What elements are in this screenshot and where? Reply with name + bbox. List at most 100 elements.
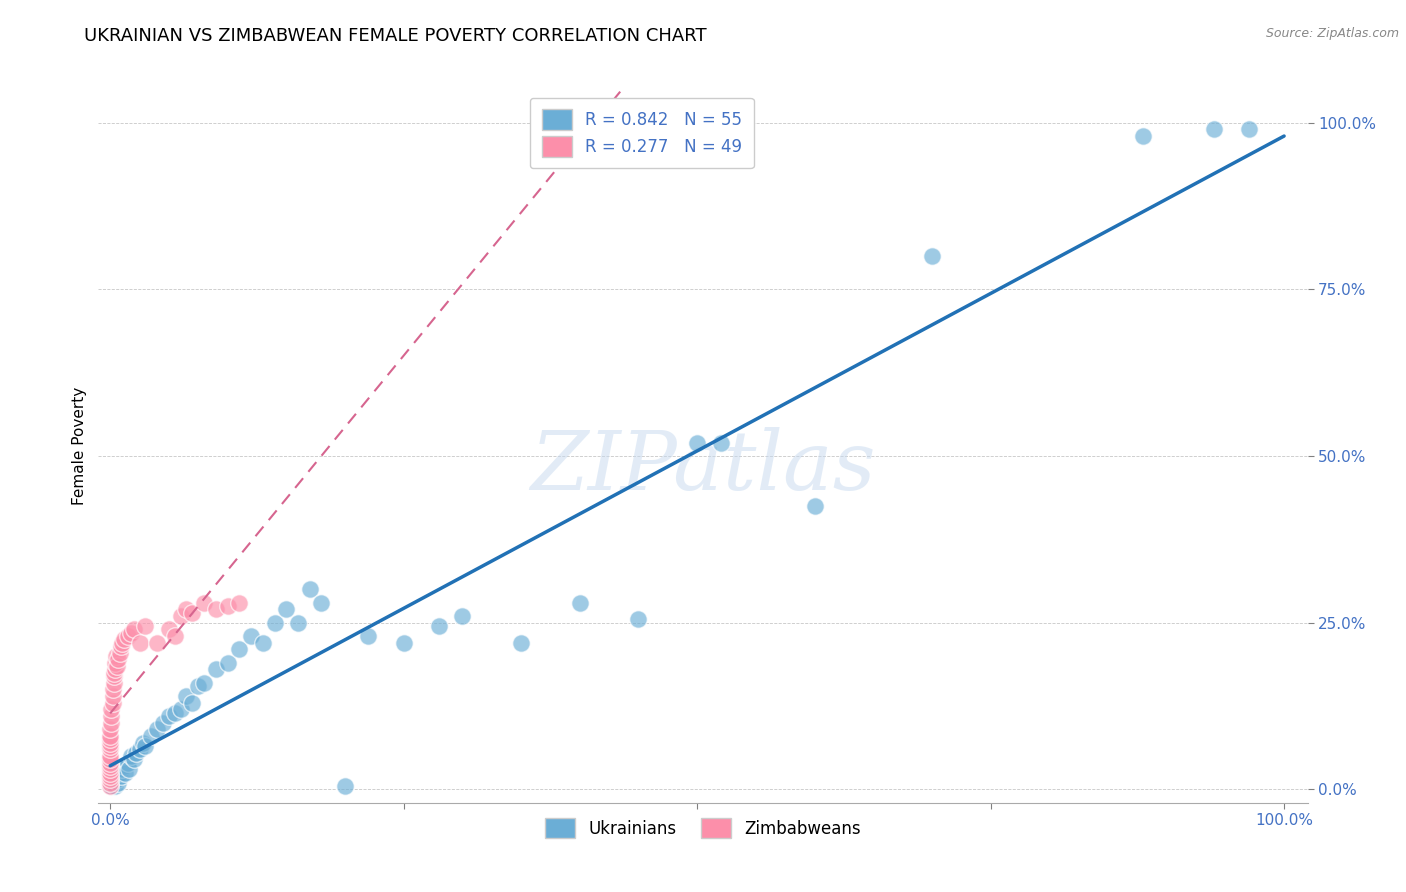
Point — [128, 742, 150, 756]
Point — [710, 435, 733, 450]
Point — [112, 632, 135, 647]
Point — [276, 602, 298, 616]
Point — [98, 739, 121, 753]
Point — [311, 596, 333, 610]
Point — [110, 769, 132, 783]
Point — [146, 723, 169, 737]
Text: Source: ZipAtlas.com: Source: ZipAtlas.com — [1265, 27, 1399, 40]
Point — [163, 706, 186, 720]
Point — [98, 763, 121, 777]
Point — [803, 499, 825, 513]
Point — [240, 629, 263, 643]
Point — [98, 779, 121, 793]
Point — [357, 629, 380, 643]
Point — [98, 723, 121, 737]
Point — [103, 772, 125, 787]
Point — [118, 763, 141, 777]
Point — [1202, 122, 1225, 136]
Point — [252, 636, 274, 650]
Point — [103, 669, 125, 683]
Point — [176, 602, 198, 616]
Point — [176, 689, 198, 703]
Point — [146, 636, 169, 650]
Point — [101, 689, 124, 703]
Point — [568, 596, 591, 610]
Point — [187, 679, 209, 693]
Text: UKRAINIAN VS ZIMBABWEAN FEMALE POVERTY CORRELATION CHART: UKRAINIAN VS ZIMBABWEAN FEMALE POVERTY C… — [84, 27, 707, 45]
Point — [427, 619, 450, 633]
Point — [100, 702, 122, 716]
Point — [100, 715, 122, 730]
Point — [98, 765, 121, 780]
Point — [108, 765, 131, 780]
Point — [110, 639, 132, 653]
Point — [217, 599, 239, 613]
Point — [333, 779, 356, 793]
Point — [114, 765, 136, 780]
Point — [98, 742, 121, 756]
Point — [112, 759, 135, 773]
Point — [98, 769, 121, 783]
Text: ZIPatlas: ZIPatlas — [530, 427, 876, 508]
Point — [104, 656, 127, 670]
Point — [98, 759, 121, 773]
Point — [111, 763, 134, 777]
Point — [163, 629, 186, 643]
Point — [217, 656, 239, 670]
Point — [105, 769, 128, 783]
Point — [98, 756, 121, 770]
Point — [298, 582, 321, 597]
Point — [1237, 122, 1260, 136]
Point — [98, 729, 121, 743]
Point — [107, 776, 129, 790]
Point — [157, 709, 180, 723]
Point — [128, 636, 150, 650]
Point — [104, 662, 127, 676]
Point — [134, 619, 156, 633]
Point — [120, 625, 142, 640]
Point — [263, 615, 285, 630]
Point — [101, 682, 124, 697]
Point — [134, 739, 156, 753]
Point — [117, 756, 139, 770]
Point — [104, 779, 127, 793]
Point — [107, 652, 129, 666]
Point — [152, 715, 174, 730]
Point — [204, 662, 226, 676]
Y-axis label: Female Poverty: Female Poverty — [72, 387, 87, 505]
Point — [117, 629, 139, 643]
Point — [451, 609, 474, 624]
Point — [103, 665, 125, 680]
Point — [98, 776, 121, 790]
Point — [141, 729, 163, 743]
Point — [98, 752, 121, 766]
Point — [169, 702, 191, 716]
Point — [204, 602, 226, 616]
Point — [98, 772, 121, 787]
Point — [101, 776, 124, 790]
Point — [122, 752, 145, 766]
Point — [1132, 128, 1154, 143]
Point — [157, 623, 180, 637]
Point — [98, 736, 121, 750]
Point — [193, 596, 215, 610]
Point — [108, 646, 131, 660]
Point — [510, 636, 533, 650]
Point — [105, 649, 128, 664]
Point — [228, 642, 250, 657]
Legend: Ukrainians, Zimbabweans: Ukrainians, Zimbabweans — [531, 805, 875, 852]
Point — [105, 772, 128, 787]
Point — [100, 779, 122, 793]
Point — [686, 435, 709, 450]
Point — [287, 615, 309, 630]
Point — [627, 612, 650, 626]
Point — [228, 596, 250, 610]
Point — [101, 696, 124, 710]
Point — [181, 606, 204, 620]
Point — [100, 709, 122, 723]
Point — [392, 636, 415, 650]
Point — [120, 749, 142, 764]
Point — [103, 675, 125, 690]
Point — [132, 736, 155, 750]
Point — [125, 746, 148, 760]
